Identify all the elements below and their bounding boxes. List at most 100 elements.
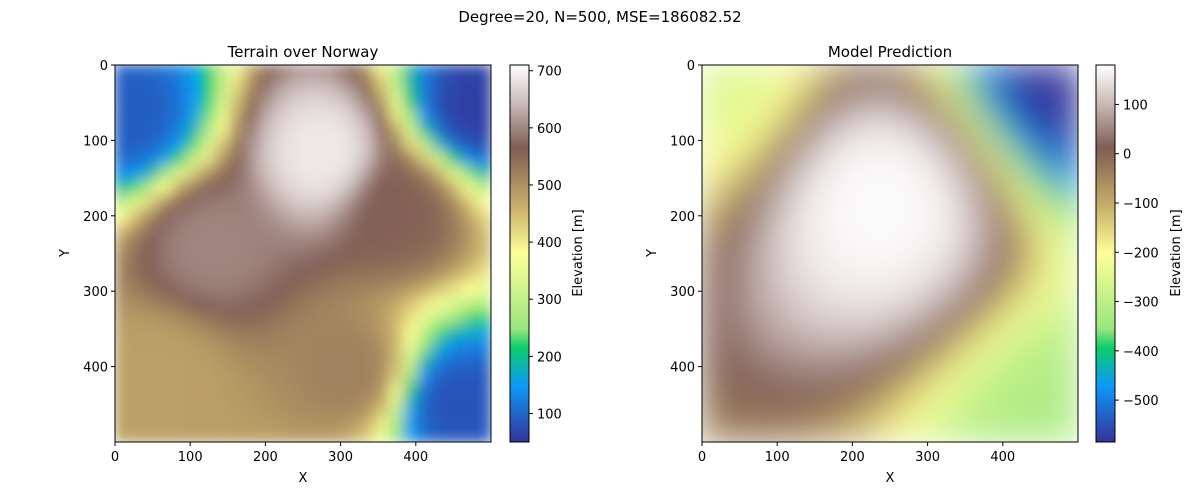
heatmap-cell [729,397,747,414]
heatmap-cell [403,107,420,124]
heatmap-cell [157,296,174,313]
heatmap-cell [758,180,776,197]
heatmap-cell [258,93,276,110]
heatmap-cell [345,122,362,139]
heatmap-cell [273,383,290,400]
heatmap-cell [744,93,761,110]
heatmap-cell [874,325,891,342]
heatmap-cell [258,354,276,371]
heatmap-cell [359,354,377,371]
heatmap-cell [715,368,732,385]
heatmap-cell [388,281,406,298]
heatmap-cell [157,252,174,269]
heatmap-cell [961,223,978,240]
heatmap-cell [715,165,732,182]
heatmap-cell [446,426,464,442]
heatmap-cell [990,78,1007,95]
heatmap-cell [917,107,935,124]
heatmap-cell [461,296,478,313]
heatmap-cell [802,65,819,81]
heatmap-cell [932,426,949,442]
colorbar-tick-label: 200 [537,350,562,365]
heatmap-cell [215,209,232,226]
heatmap-cell [773,209,790,226]
heatmap-cell [417,107,435,124]
terrain-heatmap [115,65,491,442]
colorbar-tick-label: −500 [1123,394,1159,409]
heatmap-cell [229,223,247,240]
heatmap-cell [157,93,174,110]
heatmap-cell [961,151,978,168]
heatmap-cell [744,107,761,124]
heatmap-cell [302,93,319,110]
heatmap-cell [1004,107,1022,124]
heatmap-cell [1004,78,1022,95]
heatmap-cell [432,426,449,442]
heatmap-cell [1033,78,1051,95]
heatmap-cell [475,93,491,110]
heatmap-cell [432,136,449,153]
heatmap-cell [802,136,819,153]
heatmap-cell [889,151,906,168]
heatmap-cell [990,426,1007,442]
heatmap-cell [302,122,319,139]
heatmap-cell [1048,194,1065,211]
heatmap-cell [330,368,348,385]
heatmap-cell [773,325,790,342]
heatmap-cell [1019,281,1036,298]
heatmap-cell [200,238,218,255]
heatmap-cell [115,368,131,385]
heatmap-cell [403,252,420,269]
heatmap-cell [417,412,435,429]
heatmap-cell [171,354,189,371]
heatmap-cell [932,412,949,429]
heatmap-cell [171,136,189,153]
heatmap-cell [215,310,232,327]
heatmap-cell [359,151,377,168]
heatmap-cell [889,267,906,284]
heatmap-cell [702,107,718,124]
heatmap-cell [287,325,304,342]
heatmap-cell [802,383,819,400]
heatmap-cell [142,180,160,197]
heatmap-cell [345,296,362,313]
heatmap-cell [374,383,391,400]
heatmap-cell [831,165,848,182]
heatmap-cell [273,151,290,168]
heatmap-cell [773,151,790,168]
heatmap-cell [374,209,391,226]
heatmap-cell [758,93,776,110]
heatmap-cell [917,136,935,153]
heatmap-cell [432,65,449,81]
heatmap-cell [417,252,435,269]
heatmap-cell [816,383,834,400]
heatmap-cell [845,122,863,139]
heatmap-cell [142,354,160,371]
heatmap-cell [1033,354,1051,371]
heatmap-cell [702,267,718,284]
y-tick-label: 100 [670,134,695,149]
heatmap-cell [903,78,920,95]
heatmap-cell [186,122,203,139]
heatmap-cell [229,122,247,139]
heatmap-cell [816,412,834,429]
heatmap-cell [316,310,333,327]
heatmap-cell [831,238,848,255]
heatmap-cell [330,78,348,95]
heatmap-cell [787,194,805,211]
heatmap-cell [142,383,160,400]
heatmap-cell [845,165,863,182]
heatmap-cell [802,267,819,284]
heatmap-cell [229,165,247,182]
heatmap-cell [258,209,276,226]
heatmap-cell [316,368,333,385]
heatmap-cell [403,383,420,400]
heatmap-cell [744,122,761,139]
heatmap-cell [330,426,348,442]
heatmap-cell [432,238,449,255]
heatmap-cell [215,238,232,255]
heatmap-cell [990,136,1007,153]
heatmap-cell [258,107,276,124]
heatmap-cell [302,368,319,385]
heatmap-cell [374,325,391,342]
